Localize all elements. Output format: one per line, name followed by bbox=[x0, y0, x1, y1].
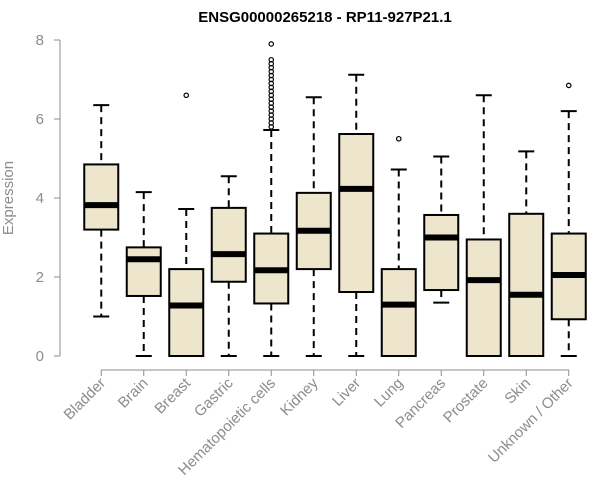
y-axis-label: Expression bbox=[0, 161, 17, 235]
iqr-box bbox=[423, 213, 460, 292]
iqr-box bbox=[168, 268, 205, 358]
outlier-point bbox=[183, 92, 190, 99]
y-tick-label: 2 bbox=[36, 269, 44, 286]
y-tick-label: 8 bbox=[36, 32, 44, 49]
outlier-point bbox=[268, 56, 275, 63]
x-tick-label: Skin bbox=[501, 375, 534, 408]
x-tick-label: Liver bbox=[329, 375, 364, 410]
y-tick-label: 4 bbox=[36, 190, 44, 207]
box-pancreas bbox=[423, 155, 460, 304]
box-bladder bbox=[83, 104, 120, 318]
iqr-box bbox=[508, 212, 545, 357]
x-tick-label: Bladder bbox=[60, 375, 109, 424]
box-hematopoietic-cells bbox=[253, 41, 290, 357]
boxes-group bbox=[83, 41, 587, 358]
box-breast bbox=[168, 92, 205, 358]
box-brain bbox=[125, 191, 162, 357]
box-kidney bbox=[295, 96, 332, 357]
box-liver bbox=[338, 73, 375, 357]
x-tick-label: Prostate bbox=[440, 375, 492, 427]
y-tick-label: 0 bbox=[36, 348, 44, 365]
iqr-box bbox=[338, 133, 375, 294]
chart-title: ENSG00000265218 - RP11-927P21.1 bbox=[198, 9, 452, 26]
x-tick-label: Lung bbox=[371, 375, 407, 411]
box-lung bbox=[380, 135, 417, 358]
iqr-box bbox=[125, 246, 162, 297]
iqr-box bbox=[83, 163, 120, 231]
outlier-point bbox=[395, 135, 402, 142]
box-gastric bbox=[210, 175, 247, 357]
iqr-box bbox=[210, 206, 247, 283]
y-tick-label: 6 bbox=[36, 111, 44, 128]
x-tick-label: Breast bbox=[151, 374, 194, 417]
iqr-box bbox=[465, 238, 502, 358]
x-tick-label: Brain bbox=[115, 375, 152, 412]
box-skin bbox=[508, 150, 545, 357]
x-tick-label: Kidney bbox=[277, 374, 322, 419]
outlier-point bbox=[565, 82, 572, 89]
box-prostate bbox=[465, 94, 502, 358]
iqr-box bbox=[380, 268, 417, 358]
box-unknown-other bbox=[550, 82, 587, 357]
outlier-point bbox=[268, 41, 275, 47]
y-axis: 0 2 4 6 8 bbox=[36, 32, 61, 365]
